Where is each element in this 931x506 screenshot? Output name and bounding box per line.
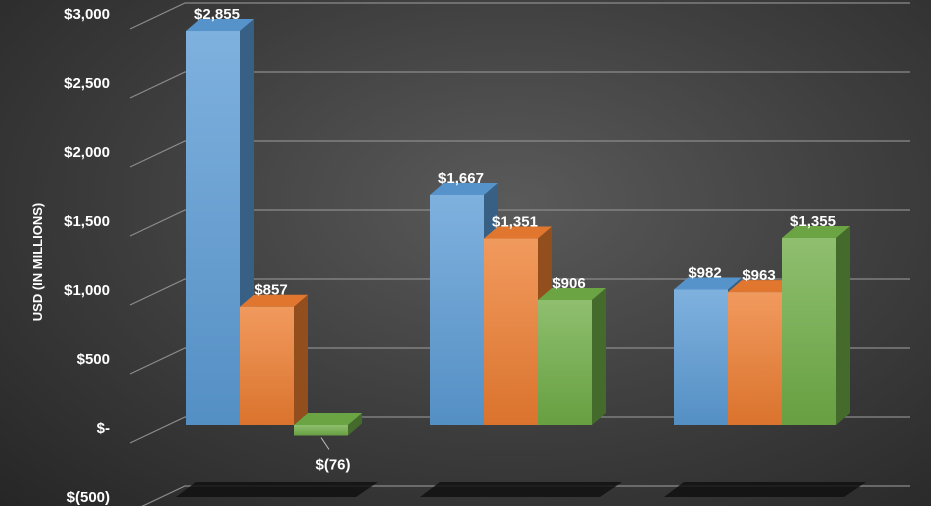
gridline [141, 485, 910, 506]
data-label: $1,355 [790, 213, 836, 230]
bar-shadow [420, 482, 622, 497]
bar [538, 287, 606, 425]
gridline [129, 2, 910, 30]
data-label: $963 [742, 267, 775, 284]
gridline [129, 140, 910, 168]
data-labels: $2,855 $857 $(76) $1,667 $1,351 $906 $982 $963 $… [194, 6, 836, 473]
y-axis-title: USD (IN MILLIONS) [30, 203, 45, 321]
data-label: $906 [552, 275, 585, 292]
data-label: $1,351 [492, 214, 538, 231]
bar [294, 413, 362, 436]
y-tick-label: $1,000 [64, 282, 110, 299]
bar-shadow [664, 482, 866, 497]
gridline [129, 278, 910, 306]
bar [240, 294, 308, 425]
data-label: $2,855 [194, 6, 240, 23]
y-tick-label: $1,500 [64, 213, 110, 230]
y-tick-label: $500 [77, 351, 110, 368]
label-leader-line [320, 437, 330, 450]
bars [186, 19, 850, 436]
data-label: $1,667 [438, 170, 484, 187]
y-tick-label: $3,000 [64, 6, 110, 23]
y-tick-label: $2,500 [64, 75, 110, 92]
gridlines [129, 2, 910, 506]
bar [186, 19, 254, 425]
gridline [129, 347, 910, 375]
data-label: $982 [688, 264, 721, 281]
y-axis-ticks: $(500) $- $500 $1,000 $1,500 $2,000 $2,500 $3,0… [64, 6, 110, 506]
y-tick-label: $2,000 [64, 144, 110, 161]
gridline [129, 416, 910, 444]
bar-shadow [176, 482, 378, 497]
bar [782, 226, 850, 425]
gridline [129, 71, 910, 99]
floor-shadows [176, 482, 866, 497]
y-tick-label: $(500) [67, 489, 110, 506]
gridline [129, 209, 910, 237]
y-tick-label: $- [97, 420, 110, 437]
data-label: $857 [254, 282, 287, 299]
data-label: $(76) [315, 456, 350, 473]
